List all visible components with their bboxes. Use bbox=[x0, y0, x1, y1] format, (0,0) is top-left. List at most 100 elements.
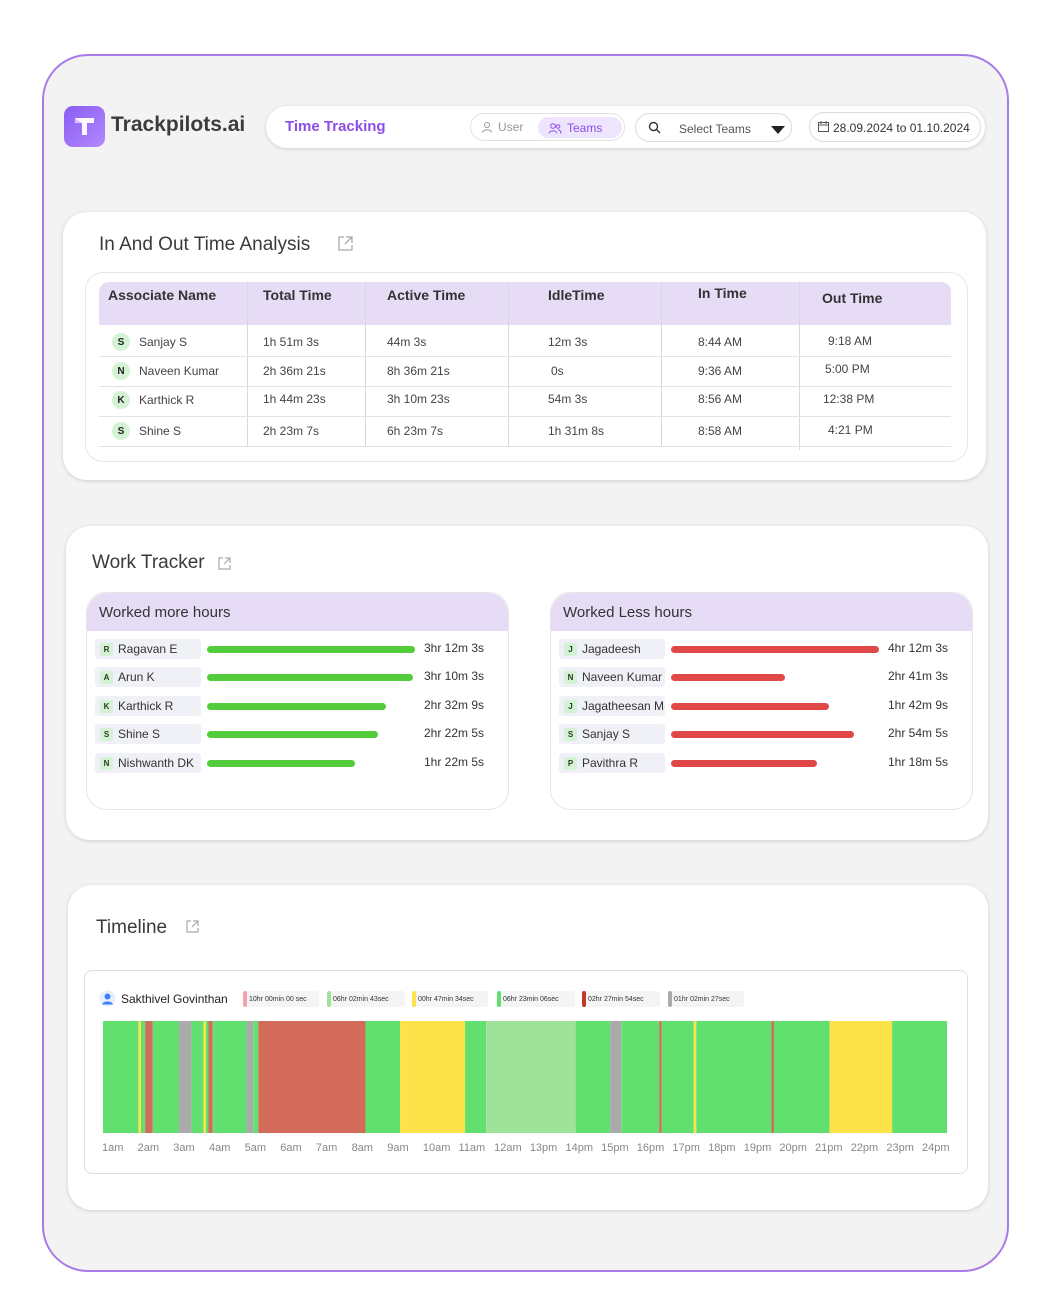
cell-total: 1h 51m 3s bbox=[263, 335, 320, 349]
date-range-text: 28.09.2024 to 01.10.2024 bbox=[833, 121, 970, 135]
timeline-tick: 3am bbox=[173, 1142, 195, 1154]
tracker-bar bbox=[207, 760, 355, 767]
timeline-tick: 2am bbox=[137, 1142, 160, 1154]
cell-active: 6h 23m 7s bbox=[387, 424, 444, 438]
in-out-table: Associate Name Total Time Active Time Id… bbox=[85, 272, 968, 462]
timeline-segment[interactable] bbox=[212, 1021, 247, 1133]
calendar-icon bbox=[818, 121, 829, 132]
tracker-value: 3hr 10m 3s bbox=[424, 669, 485, 683]
timeline-segment[interactable] bbox=[253, 1021, 259, 1133]
cell-in: 8:56 AM bbox=[698, 392, 743, 406]
timeline-segment[interactable] bbox=[661, 1021, 694, 1133]
external-link-icon[interactable] bbox=[217, 556, 232, 571]
view-toggle: User Teams bbox=[470, 113, 625, 141]
external-link-icon[interactable] bbox=[337, 235, 354, 252]
timeline-segment[interactable] bbox=[191, 1021, 204, 1133]
search-icon bbox=[648, 121, 661, 134]
timeline-segment[interactable] bbox=[365, 1021, 401, 1133]
timeline-segment[interactable] bbox=[258, 1021, 366, 1133]
timeline-segment[interactable] bbox=[575, 1021, 611, 1133]
tracker-name-chip: N Naveen Kumar bbox=[559, 667, 665, 687]
tracker-name-chip: J Jagatheesan M bbox=[559, 696, 665, 716]
timeline-segment[interactable] bbox=[246, 1021, 254, 1133]
timeline-segment[interactable] bbox=[610, 1021, 622, 1133]
row-divider bbox=[99, 386, 951, 387]
tracker-name-chip: S Shine S bbox=[95, 724, 201, 744]
timeline-segment[interactable] bbox=[400, 1021, 466, 1133]
timeline-segment[interactable] bbox=[203, 1021, 206, 1133]
table-header bbox=[99, 282, 951, 325]
work-tracker-title: Work Tracker bbox=[92, 552, 205, 573]
col-idle-time: IdleTime bbox=[548, 286, 605, 303]
timeline-segment[interactable] bbox=[145, 1021, 153, 1133]
chevron-down-icon bbox=[771, 126, 785, 134]
cell-in: 9:36 AM bbox=[698, 364, 743, 378]
tracker-bar bbox=[671, 731, 854, 738]
toggle-user[interactable]: User bbox=[481, 120, 523, 134]
legend-label: 00hr 47min 34sec bbox=[418, 995, 474, 1003]
timeline-segment[interactable] bbox=[773, 1021, 830, 1133]
avatar: S bbox=[112, 333, 130, 351]
tracker-value: 2hr 22m 5s bbox=[424, 726, 485, 740]
timeline-segment[interactable] bbox=[103, 1021, 139, 1133]
timeline-segment[interactable] bbox=[693, 1021, 697, 1133]
external-link-icon[interactable] bbox=[185, 919, 200, 934]
timeline-segment[interactable] bbox=[829, 1021, 893, 1133]
toggle-teams[interactable]: Teams bbox=[538, 117, 622, 138]
timeline-segment[interactable] bbox=[208, 1021, 213, 1133]
timeline-tick: 15pm bbox=[601, 1142, 629, 1154]
legend-item: 02hr 27min 54sec bbox=[582, 991, 660, 1007]
timeline-tick: 24pm bbox=[922, 1142, 950, 1154]
timeline-segment[interactable] bbox=[465, 1021, 487, 1133]
team-select[interactable]: Select Teams bbox=[635, 113, 792, 142]
timeline-tick: 5am bbox=[244, 1142, 266, 1154]
timeline-tick: 1am bbox=[102, 1142, 124, 1154]
timeline-segment[interactable] bbox=[152, 1021, 179, 1133]
avatar: J bbox=[564, 642, 577, 656]
tracker-value: 2hr 54m 5s bbox=[888, 726, 949, 740]
legend-item: 00hr 47min 34sec bbox=[412, 991, 488, 1007]
tracker-name-chip: S Sanjay S bbox=[559, 724, 665, 744]
timeline-segment[interactable] bbox=[486, 1021, 576, 1133]
row-divider bbox=[99, 356, 951, 357]
timeline-segment[interactable] bbox=[178, 1021, 192, 1133]
legend-item: 06hr 02min 43sec bbox=[327, 991, 405, 1007]
col-in-time: In Time bbox=[698, 284, 747, 301]
timeline-panel: Sakthivel Govinthan 10hr 00min 00 sec 06h… bbox=[84, 970, 968, 1174]
timeline-user-name: Sakthivel Govinthan bbox=[121, 991, 228, 1006]
timeline-tick: 22pm bbox=[850, 1142, 879, 1154]
tracker-name: Naveen Kumar bbox=[582, 670, 663, 684]
legend-swatch bbox=[327, 991, 331, 1007]
timeline-tick: 9am bbox=[387, 1142, 409, 1154]
timeline-tick: 17pm bbox=[672, 1142, 700, 1154]
tracker-name-chip: R Ragavan E bbox=[95, 639, 201, 659]
timeline-segment[interactable] bbox=[696, 1021, 772, 1133]
timeline-segment[interactable] bbox=[771, 1021, 774, 1133]
worked-less-title: Worked Less hours bbox=[551, 593, 972, 631]
date-range-picker[interactable]: 28.09.2024 to 01.10.2024 bbox=[809, 112, 981, 142]
tracker-bar bbox=[671, 674, 785, 681]
tracker-value: 1hr 18m 5s bbox=[888, 755, 949, 769]
avatar: P bbox=[564, 756, 577, 770]
timeline-strip bbox=[103, 1021, 947, 1133]
timeline-segment[interactable] bbox=[138, 1021, 141, 1133]
section-label[interactable]: Time Tracking bbox=[285, 118, 386, 135]
timeline-segment[interactable] bbox=[205, 1021, 209, 1133]
timeline-segment[interactable] bbox=[892, 1021, 947, 1133]
cell-idle: 1h 31m 8s bbox=[548, 424, 605, 438]
col-divider bbox=[247, 282, 248, 447]
timeline-segment[interactable] bbox=[140, 1021, 146, 1133]
tracker-name-chip: P Pavithra R bbox=[559, 753, 665, 773]
timeline-segment[interactable] bbox=[659, 1021, 662, 1133]
tracker-name-chip: A Arun K bbox=[95, 667, 201, 687]
timeline-segment[interactable] bbox=[621, 1021, 660, 1133]
cell-idle: 0s bbox=[551, 364, 564, 378]
avatar: S bbox=[112, 422, 130, 440]
legend-label: 10hr 00min 00 sec bbox=[249, 995, 307, 1003]
top-toolbar: Time Tracking User Teams Select Teams 28… bbox=[266, 106, 985, 148]
timeline-user: Sakthivel Govinthan bbox=[99, 990, 228, 1007]
legend-swatch bbox=[412, 991, 416, 1007]
avatar: K bbox=[100, 699, 113, 713]
timeline-tick: 19pm bbox=[743, 1142, 772, 1154]
timeline-tick: 18pm bbox=[708, 1142, 736, 1154]
